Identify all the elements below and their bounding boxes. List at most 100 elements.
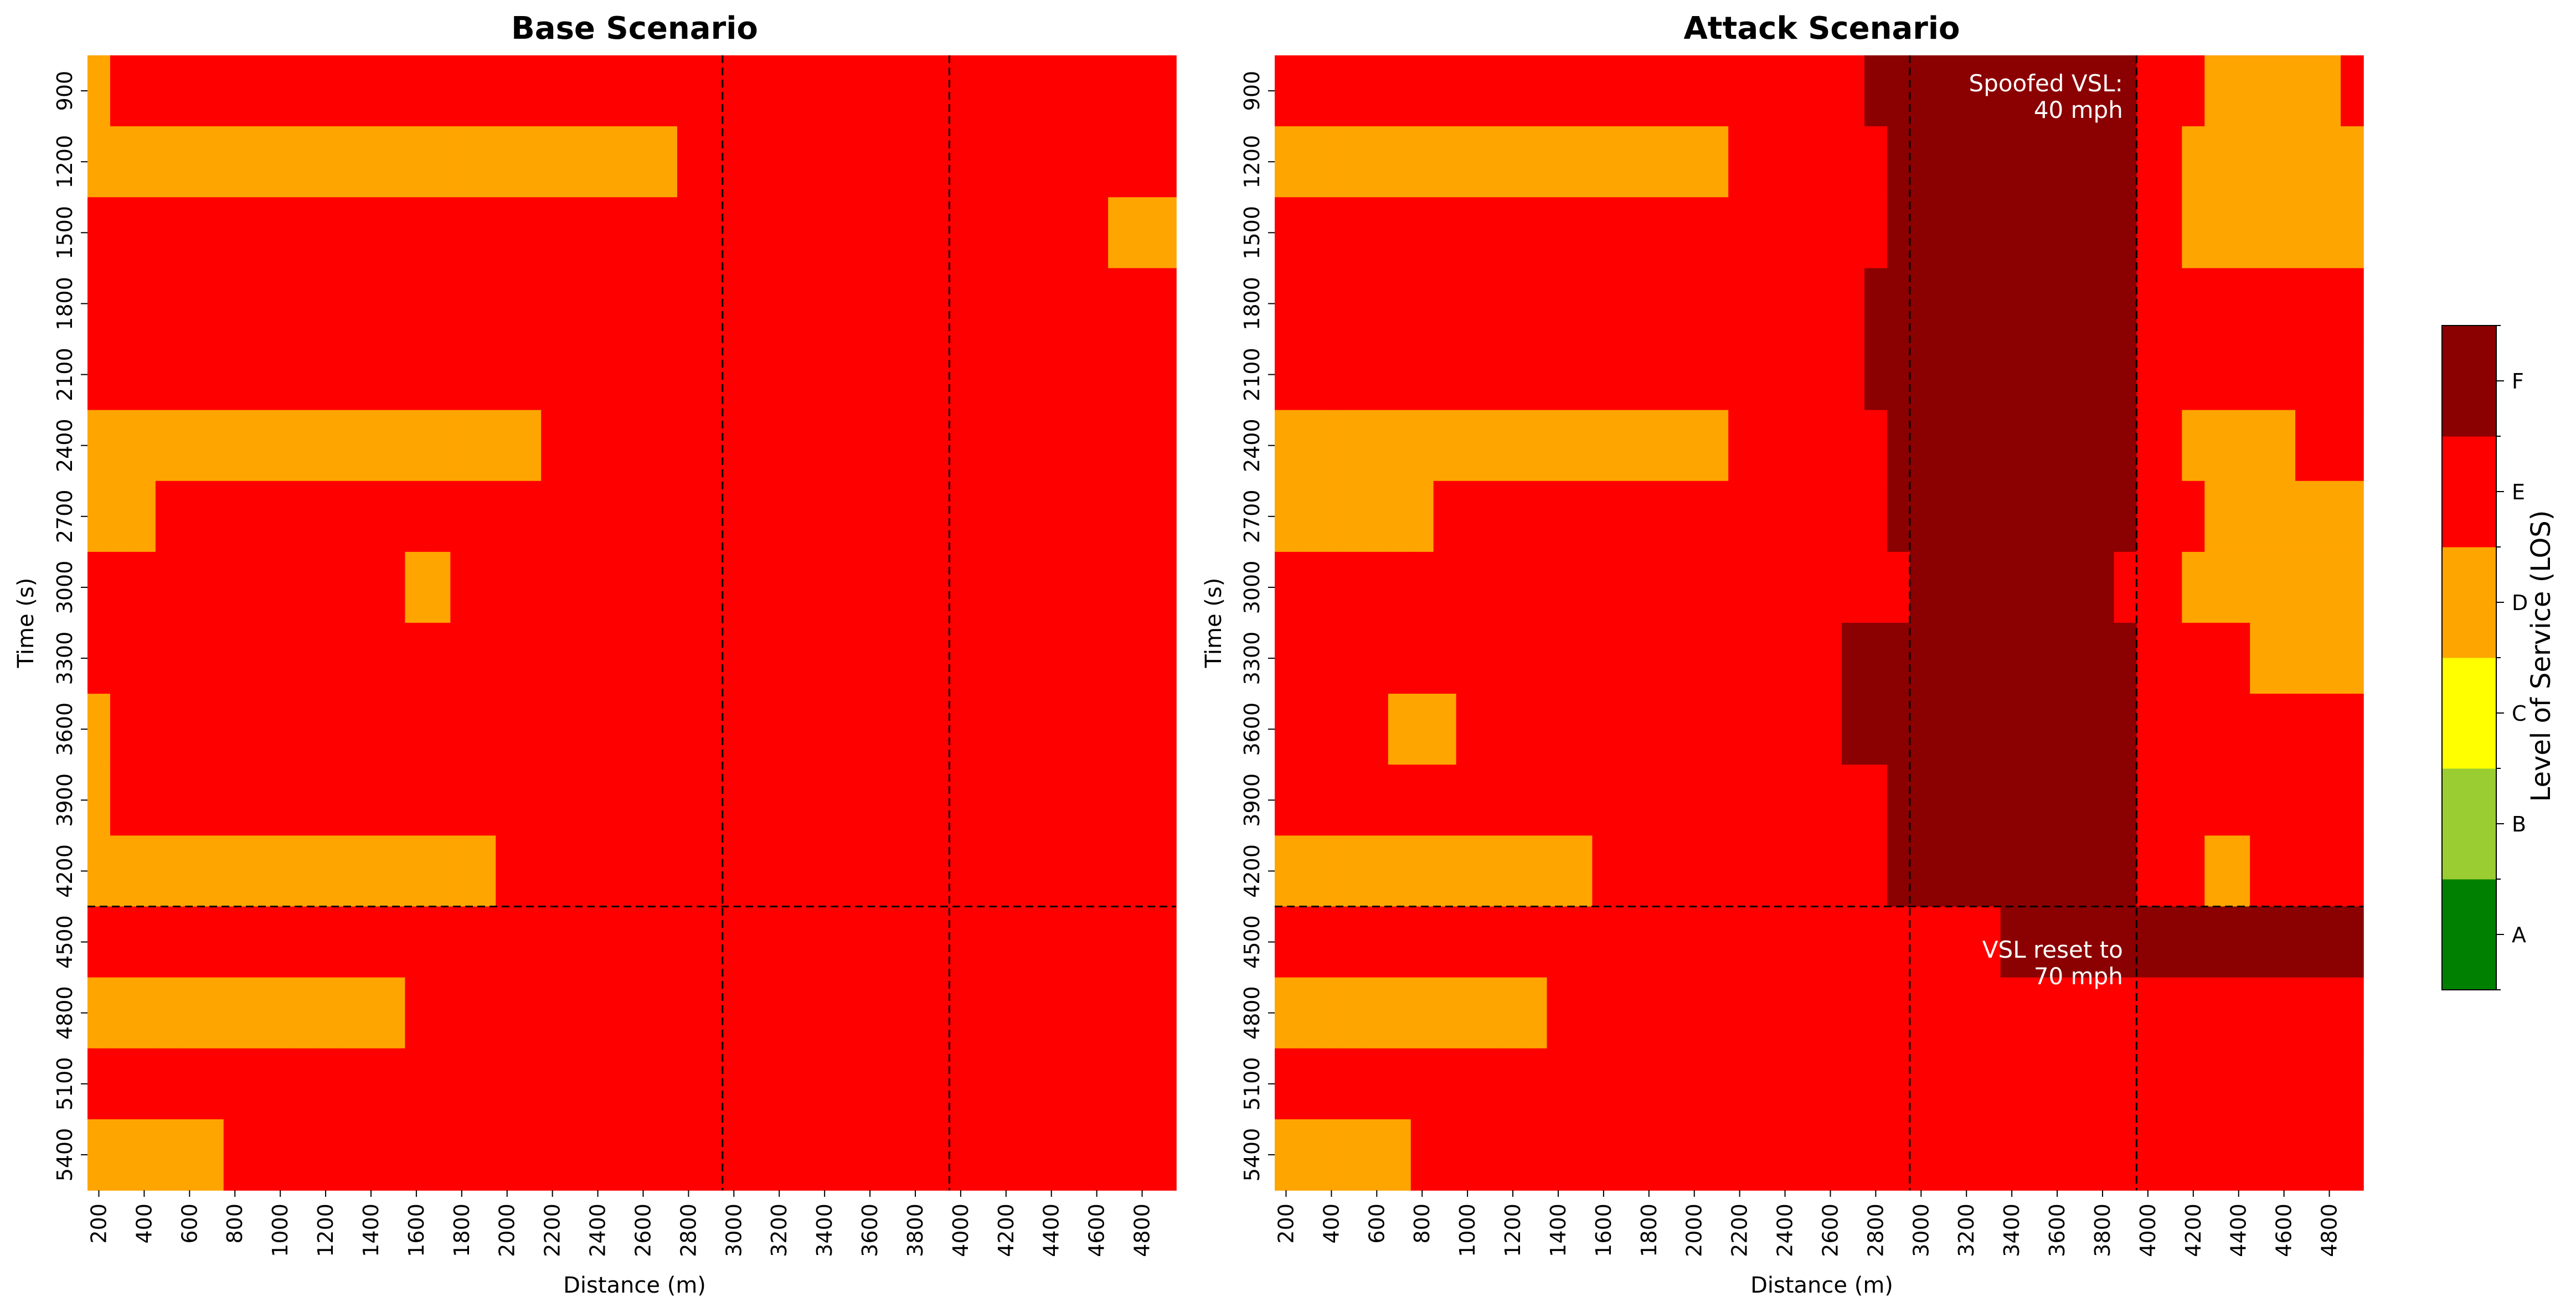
heatmap-cell: [1297, 835, 1321, 907]
heatmap-cell: [1017, 765, 1041, 836]
heatmap-cell: [2136, 551, 2160, 623]
heatmap-cell: [632, 410, 655, 482]
heatmap-cell: [1660, 694, 1684, 766]
heatmap-cell: [2046, 977, 2069, 1049]
heatmap-cell: [178, 481, 202, 552]
heatmap-cell: [1909, 694, 1933, 766]
heatmap-cell: [654, 481, 678, 552]
heatmap-cell: [382, 1048, 406, 1120]
heatmap-cell: [2023, 55, 2047, 127]
heatmap-cell: [1547, 410, 1570, 482]
heatmap-cell: [1342, 268, 1366, 340]
heatmap-cell: [1297, 410, 1321, 482]
heatmap-cell: [654, 197, 678, 269]
heatmap-cell: [223, 410, 247, 482]
heatmap-cell: [1108, 694, 1131, 766]
heatmap-cell: [1524, 1119, 1548, 1191]
heatmap-cell: [2000, 55, 2024, 127]
heatmap-cell: [1388, 339, 1411, 411]
heatmap-cell: [496, 268, 519, 340]
heatmap-cell: [949, 1119, 973, 1191]
heatmap-cell: [178, 906, 202, 978]
heatmap-cell: [1524, 835, 1548, 907]
heatmap-cell: [1774, 1048, 1797, 1120]
y-tick-label: 3600: [1240, 703, 1264, 756]
heatmap-cell: [1547, 765, 1570, 836]
heatmap-cell: [2136, 1119, 2160, 1191]
heatmap-cell: [995, 481, 1018, 552]
heatmap-cell: [1524, 197, 1548, 269]
heatmap-cell: [2091, 126, 2115, 198]
heatmap-cell: [1501, 623, 1525, 694]
heatmap-cell: [1841, 694, 1865, 766]
heatmap-cell: [2000, 623, 2024, 694]
heatmap-cell: [110, 551, 133, 623]
heatmap-cell: [1501, 197, 1525, 269]
heatmap-cell: [677, 906, 700, 978]
heatmap-cell: [767, 410, 791, 482]
heatmap-cell: [1819, 551, 1842, 623]
heatmap-cell: [1683, 268, 1707, 340]
heatmap-cell: [722, 481, 746, 552]
heatmap-cell: [382, 551, 406, 623]
heatmap-cell: [1660, 481, 1684, 552]
x-tick-label: 1000: [1455, 1203, 1480, 1257]
heatmap-cell: [1637, 694, 1661, 766]
heatmap-cell: [1909, 268, 1933, 340]
heatmap-cell: [1131, 126, 1154, 198]
heatmap-cell: [518, 551, 542, 623]
heatmap-cell: [949, 339, 973, 411]
heatmap-cell: [1706, 1048, 1729, 1120]
heatmap-cell: [2068, 765, 2092, 836]
heatmap-cell: [904, 481, 928, 552]
heatmap-cell: [518, 623, 542, 694]
heatmap-cell: [654, 977, 678, 1049]
heatmap-cell: [1063, 835, 1086, 907]
heatmap-cell: [1615, 977, 1639, 1049]
heatmap-cell: [1569, 765, 1593, 836]
heatmap-cell: [1887, 339, 1910, 411]
heatmap-cell: [586, 1119, 610, 1191]
heatmap-cell: [1932, 410, 1956, 482]
heatmap-cell: [427, 765, 451, 836]
heatmap-cell: [1478, 623, 1502, 694]
heatmap-cell: [382, 268, 406, 340]
heatmap-cell: [722, 55, 746, 127]
x-tick-label: 3400: [2000, 1203, 2024, 1257]
heatmap-cell: [1040, 1119, 1064, 1191]
heatmap-cell: [1017, 977, 1041, 1049]
heatmap-cell: [1796, 339, 1820, 411]
heatmap-cell: [1841, 977, 1865, 1049]
heatmap-cell: [1456, 835, 1480, 907]
heatmap-cell: [722, 694, 746, 766]
heatmap-cell: [1637, 623, 1661, 694]
heatmap-cell: [2182, 268, 2206, 340]
heatmap-cell: [1955, 906, 1979, 978]
heatmap-cell: [632, 268, 655, 340]
heatmap-cell: [1592, 1048, 1616, 1120]
heatmap-cell: [200, 1048, 224, 1120]
heatmap-cell: [609, 765, 632, 836]
heatmap-cell: [1592, 410, 1616, 482]
heatmap-cell: [745, 906, 769, 978]
heatmap-cell: [1085, 694, 1109, 766]
heatmap-cell: [1275, 339, 1298, 411]
heatmap-cell: [2023, 906, 2047, 978]
heatmap-cell: [1063, 126, 1086, 198]
heatmap-cell: [1592, 1119, 1616, 1191]
heatmap-cell: [359, 339, 383, 411]
heatmap-cell: [1501, 906, 1525, 978]
heatmap-cell: [1932, 481, 1956, 552]
heatmap-cell: [1637, 765, 1661, 836]
heatmap-cell: [473, 1119, 497, 1191]
heatmap-cell: [836, 126, 859, 198]
heatmap-cell: [1977, 339, 2001, 411]
heatmap-cell: [359, 410, 383, 482]
heatmap-cell: [2295, 906, 2319, 978]
heatmap-cell: [904, 1119, 928, 1191]
heatmap-cell: [541, 481, 564, 552]
heatmap-cell: [314, 410, 338, 482]
heatmap-cell: [337, 55, 360, 127]
heatmap-cell: [382, 481, 406, 552]
heatmap-cell: [1131, 1048, 1154, 1120]
